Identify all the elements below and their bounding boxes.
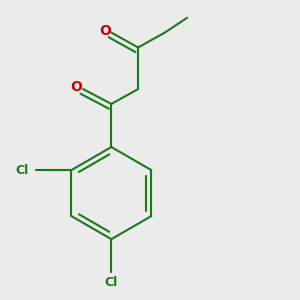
Text: O: O — [70, 80, 83, 94]
Text: Cl: Cl — [15, 164, 28, 177]
Text: Cl: Cl — [105, 276, 118, 289]
Text: O: O — [99, 24, 111, 38]
